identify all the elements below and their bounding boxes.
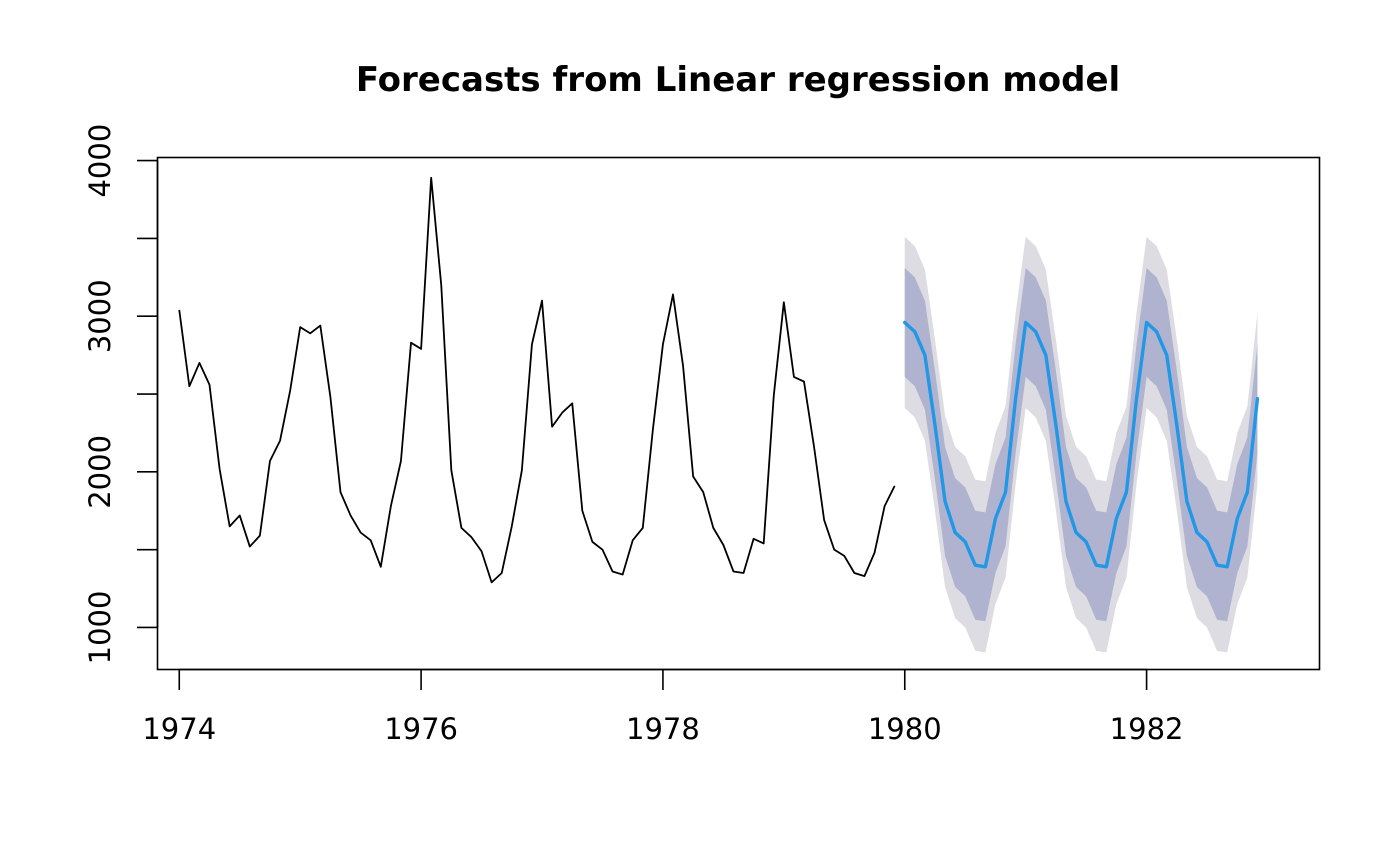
y-tick-label: 1000 (83, 591, 117, 665)
forecast-series-line (903, 320, 1260, 569)
x-tick-label: 1974 (142, 712, 216, 746)
series-lines (178, 176, 1260, 584)
x-axis: 1974 1976 1978 1980 1982 (142, 668, 1184, 746)
y-axis: 1000 2000 3000 4000 (83, 124, 159, 665)
interval-80-band (904, 267, 1258, 622)
x-tick-label: 1976 (384, 712, 458, 746)
forecast-intervals (904, 236, 1258, 653)
chart-title: Forecasts from Linear regression model (356, 60, 1120, 100)
x-tick-label: 1978 (626, 712, 700, 746)
historical-series-line (178, 176, 896, 584)
y-tick-label: 4000 (83, 124, 117, 198)
y-tick-label: 3000 (83, 279, 117, 353)
y-tick-label: 2000 (83, 435, 117, 509)
x-tick-label: 1982 (1110, 712, 1184, 746)
x-tick-label: 1980 (868, 712, 942, 746)
